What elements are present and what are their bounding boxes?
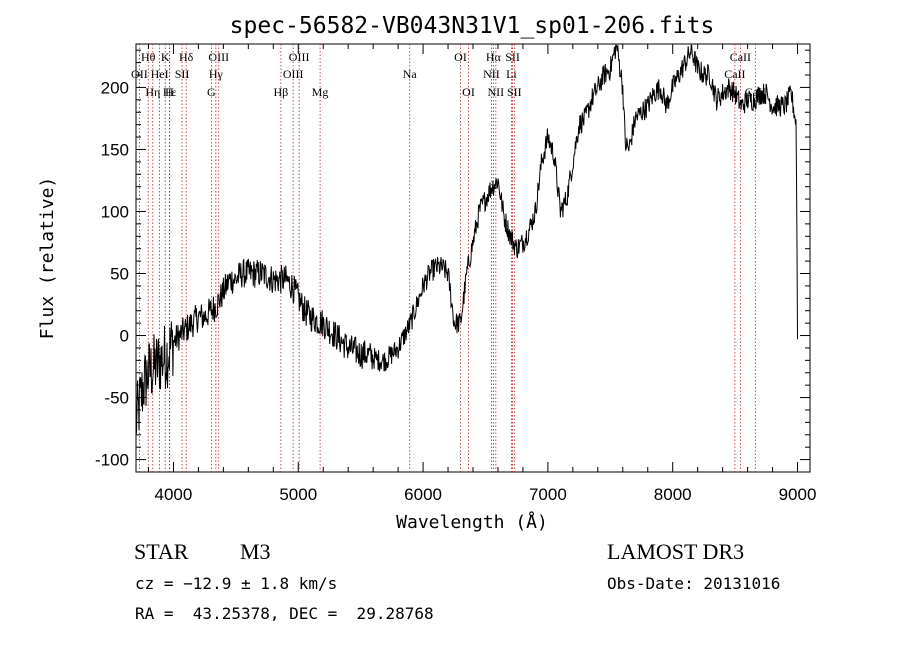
x-tick-label: 6000 [404, 485, 442, 504]
x-tick-label: 8000 [654, 485, 692, 504]
y-tick-label: -100 [95, 451, 129, 470]
axis-ticks: 4000 5000 6000 7000 8000 9000 -100 -50 0 50 100 150… [95, 44, 816, 504]
y-axis-label: Flux (relative) [37, 177, 58, 340]
emission-line-label: G [207, 85, 216, 99]
emission-line-label: SII [505, 50, 520, 64]
x-tick-label: 9000 [779, 485, 817, 504]
emission-line-label: Hη [145, 85, 160, 99]
object-subclass: M3 [240, 539, 271, 564]
emission-line-label: Hδ [179, 50, 194, 64]
y-tick-label: -50 [104, 389, 129, 408]
emission-line-label: HeI [151, 67, 169, 81]
survey-name: LAMOST DR3 [607, 539, 745, 564]
y-tick-label: 50 [110, 265, 129, 284]
redshift-text: cz = −12.9 ± 1.8 km/s [135, 574, 338, 593]
emission-line-label: Hα [486, 50, 502, 64]
plot-frame [135, 43, 811, 473]
y-tick-label: 100 [101, 202, 129, 221]
emission-line-label: H [165, 85, 174, 99]
emission-line-label: K [161, 50, 170, 64]
emission-line-label: NII [483, 67, 500, 81]
emission-line-label: CaII [724, 67, 745, 81]
y-tick-label: 200 [101, 78, 129, 97]
emission-line-label: Hθ [141, 50, 156, 64]
emission-line-label: Li [506, 67, 517, 81]
x-axis-label: Wavelength (Å) [396, 511, 548, 533]
chart-title: spec-56582-VB043N31V1_sp01-206.fits [230, 13, 715, 39]
emission-line-label: Hγ [209, 67, 224, 81]
emission-line-label: OII [131, 67, 148, 81]
emission-line-label: Hε [163, 85, 177, 99]
object-class: STAR [134, 539, 189, 564]
emission-line-label: OIII [289, 50, 310, 64]
emission-line-label: NII [488, 85, 505, 99]
x-tick-label: 5000 [279, 485, 317, 504]
emission-line-label: SII [175, 67, 190, 81]
emission-line-label: OI [462, 85, 475, 99]
obs-date: Obs-Date: 20131016 [607, 574, 781, 593]
spectrum-line [135, 44, 798, 434]
emission-line-label: SII [507, 85, 522, 99]
emission-line-label: CaII [730, 50, 751, 64]
emission-line-label: Mg [312, 85, 329, 99]
emission-line-label: OI [454, 50, 467, 64]
emission-line-label: Na [403, 67, 418, 81]
x-tick-label: 4000 [155, 485, 193, 504]
emission-line-label: OIII [208, 50, 229, 64]
y-tick-label: 0 [120, 327, 129, 346]
emission-line-label: OIII [283, 67, 304, 81]
y-tick-label: 150 [101, 140, 129, 159]
coordinates: RA = 43.25378, DEC = 29.28768 [135, 604, 434, 623]
emission-line-label: Hβ [274, 85, 289, 99]
x-tick-label: 7000 [529, 485, 567, 504]
